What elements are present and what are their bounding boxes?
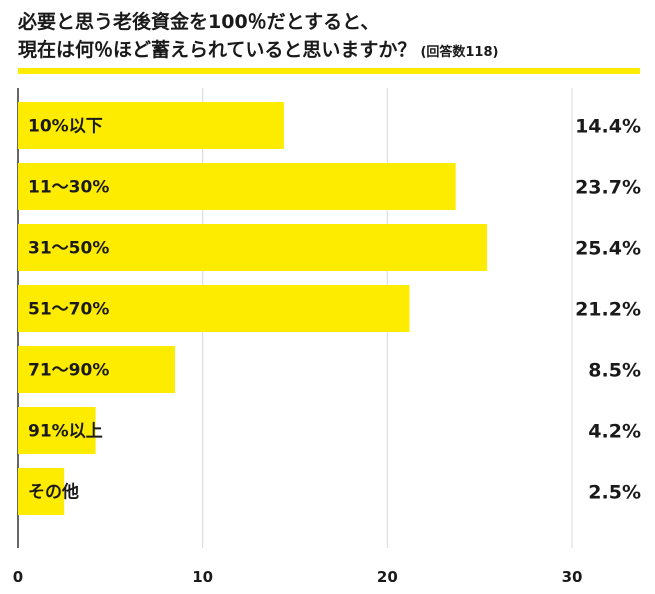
x-tick-label-0: 0 [13,568,23,586]
value-label-6: 4.2% [588,421,641,443]
value-label-5: 8.5% [588,360,641,382]
bar-2 [18,163,456,210]
bar-6 [18,407,96,454]
title-underline-rule [18,68,640,74]
value-label-2: 23.7% [575,177,641,199]
x-tick-label-20: 20 [377,568,398,586]
value-label-1: 14.4% [575,116,641,138]
bar-4 [18,285,410,332]
bar-7 [18,468,65,515]
respondent-count-note: (回答数118) [420,45,499,60]
category-label-7: その他 [28,482,79,503]
bar-5 [18,346,175,393]
x-tick-label-10: 10 [192,568,213,586]
category-label-4: 51～70% [28,300,109,320]
x-tick-label-30: 30 [562,568,583,586]
category-label-5: 71～90% [28,361,109,381]
chart-title: 必要と思う老後資金を100％だとすると、 現在は何％ほど蓄えられていると思います… [18,8,648,67]
category-label-2: 11～30% [28,178,109,198]
category-label-6: 91%以上 [28,422,103,442]
value-label-3: 25.4% [575,238,641,260]
bar-1 [18,102,284,149]
bar-3 [18,224,488,271]
value-label-7: 2.5% [588,482,641,504]
category-label-1: 10%以下 [28,117,103,137]
chart-title-question: 現在は何％ほど蓄えられていると思いますか？ [18,39,417,61]
category-label-3: 31～50% [28,239,109,259]
value-label-4: 21.2% [575,299,641,321]
chart-title-line-2: 現在は何％ほど蓄えられていると思いますか？ (回答数118) [18,36,648,67]
chart-title-line-1: 必要と思う老後資金を100％だとすると、 [18,11,380,33]
